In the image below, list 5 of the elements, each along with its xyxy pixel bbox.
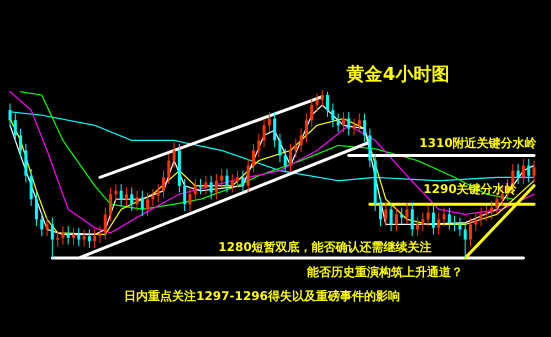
text: 能否历史重演构筑上升通道？ (307, 265, 463, 279)
chart-title: 黄金4小时图 (346, 64, 450, 85)
annotation: 1310附近关键分水岭 (419, 136, 538, 150)
annotation: 1280短暂双底，能否确认还需继续关注 (218, 240, 432, 254)
text: 日内重点关注1297-1296得失以及重磅事件的影响 (124, 289, 400, 303)
